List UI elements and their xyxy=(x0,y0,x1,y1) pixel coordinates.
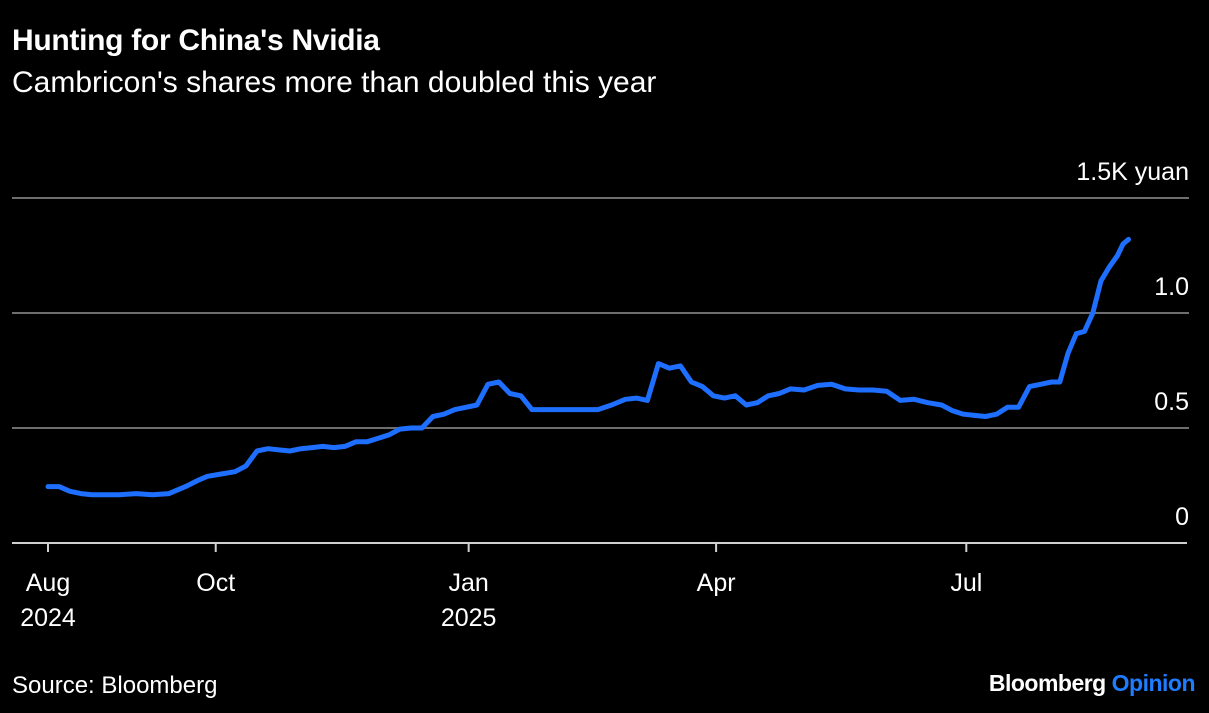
x-tick-label-1: Oct xyxy=(196,569,235,597)
x-tick-sublabel-0: 2024 xyxy=(20,604,76,632)
source-note: Source: Bloomberg xyxy=(12,672,218,699)
y-tick-label-2: 1.0 xyxy=(1154,273,1189,301)
brand-name: Bloomberg xyxy=(988,670,1106,696)
x-tick-label-4: Jul xyxy=(950,569,982,597)
x-tick-label-3: Apr xyxy=(697,569,736,597)
y-tick-label-0: 0 xyxy=(1175,503,1189,531)
chart-subtitle: Cambricon's shares more than doubled thi… xyxy=(12,66,657,99)
series-line-0 xyxy=(45,236,1131,498)
y-tick-label-3: 1.5K yuan xyxy=(1076,158,1189,186)
bloomberg-opinion-logo: Bloomberg Opinion xyxy=(988,670,1196,697)
brand-product: Opinion xyxy=(1111,670,1196,696)
x-tick-label-2: Jan xyxy=(449,569,489,597)
y-tick-label-1: 0.5 xyxy=(1154,388,1189,416)
chart-title: Hunting for China's Nvidia xyxy=(12,24,380,57)
x-tick-label-0: Aug xyxy=(26,569,70,597)
x-tick-sublabel-2: 2025 xyxy=(441,604,497,632)
